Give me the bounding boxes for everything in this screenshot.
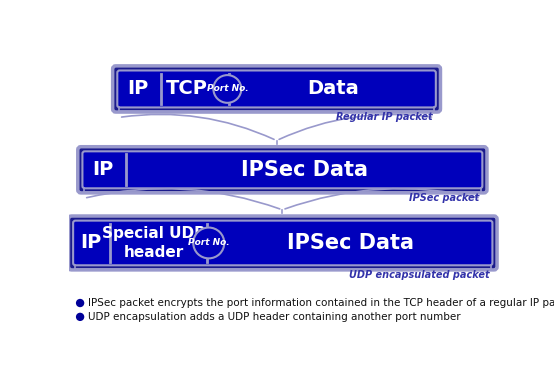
FancyBboxPatch shape xyxy=(117,71,436,107)
FancyBboxPatch shape xyxy=(78,147,487,193)
Text: Data: Data xyxy=(307,79,359,99)
Text: TCP: TCP xyxy=(166,79,208,99)
Text: IPSec packet: IPSec packet xyxy=(409,193,479,203)
Circle shape xyxy=(76,313,84,320)
Text: Regular IP packet: Regular IP packet xyxy=(336,112,433,122)
FancyBboxPatch shape xyxy=(83,151,483,188)
Text: IP: IP xyxy=(80,233,101,253)
Text: IPSec Data: IPSec Data xyxy=(242,160,368,180)
FancyBboxPatch shape xyxy=(69,216,497,270)
Circle shape xyxy=(193,228,224,258)
Text: IP: IP xyxy=(127,79,149,99)
FancyBboxPatch shape xyxy=(112,66,440,112)
Text: UDP encapsulated packet: UDP encapsulated packet xyxy=(348,270,489,280)
Circle shape xyxy=(76,299,84,306)
Text: IPSec packet encrypts the port information contained in the TCP header of a regu: IPSec packet encrypts the port informati… xyxy=(88,298,554,308)
Text: IP: IP xyxy=(93,160,114,179)
Text: Port No.: Port No. xyxy=(188,238,229,248)
Text: UDP encapsulation adds a UDP header containing another port number: UDP encapsulation adds a UDP header cont… xyxy=(88,312,460,322)
FancyBboxPatch shape xyxy=(73,221,493,265)
Text: IPSec Data: IPSec Data xyxy=(287,233,414,253)
Circle shape xyxy=(213,75,242,103)
Text: Port No.: Port No. xyxy=(207,84,248,94)
Text: Special UDP
header: Special UDP header xyxy=(102,226,206,260)
